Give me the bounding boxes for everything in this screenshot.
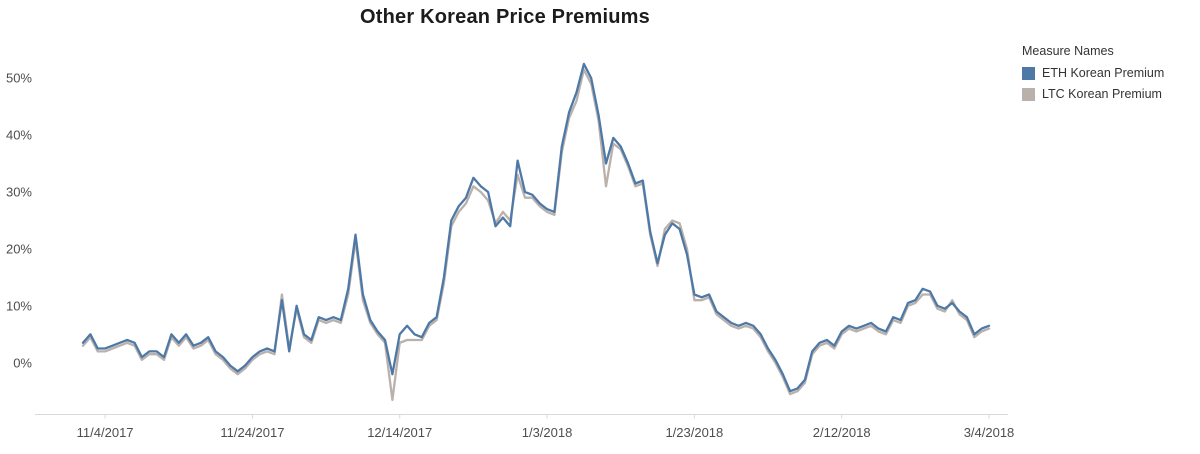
x-axis-tick-label: 1/23/2018 (665, 425, 723, 440)
x-axis-tick-label: 11/4/2017 (77, 425, 134, 440)
legend-swatch-eth-icon (1022, 66, 1035, 80)
y-axis-tick-label: 40% (6, 128, 32, 143)
y-axis-tick-label: 30% (6, 185, 32, 200)
legend-label-ltc: LTC Korean Premium (1042, 87, 1162, 101)
series-line-eth[interactable] (81, 62, 991, 393)
legend-item-eth[interactable]: ETH Korean Premium (1022, 66, 1194, 80)
legend-item-ltc[interactable]: LTC Korean Premium (1022, 87, 1194, 101)
x-axis-tick-label: 2/12/2018 (813, 425, 871, 440)
x-axis-tick-label: 3/4/2018 (964, 425, 1015, 440)
y-axis-tick-label: 50% (6, 71, 32, 86)
y-axis-tick-label: 20% (6, 241, 32, 256)
legend-swatch-ltc-icon (1022, 87, 1035, 101)
x-axis-tick-label: 11/24/2017 (220, 425, 284, 440)
x-axis-tick-label: 1/3/2018 (522, 425, 573, 440)
x-axis-tick-label: 12/14/2017 (367, 425, 432, 440)
y-axis-tick-label: 10% (6, 298, 32, 313)
y-axis-tick-label: 0% (13, 355, 32, 370)
series-line-ltc[interactable] (81, 68, 991, 401)
chart-title: Other Korean Price Premiums (360, 6, 650, 28)
legend-title: Measure Names (1022, 44, 1114, 58)
legend: Measure Names ETH Korean Premium LTC Kor… (1022, 44, 1194, 108)
legend-label-eth: ETH Korean Premium (1042, 66, 1165, 80)
